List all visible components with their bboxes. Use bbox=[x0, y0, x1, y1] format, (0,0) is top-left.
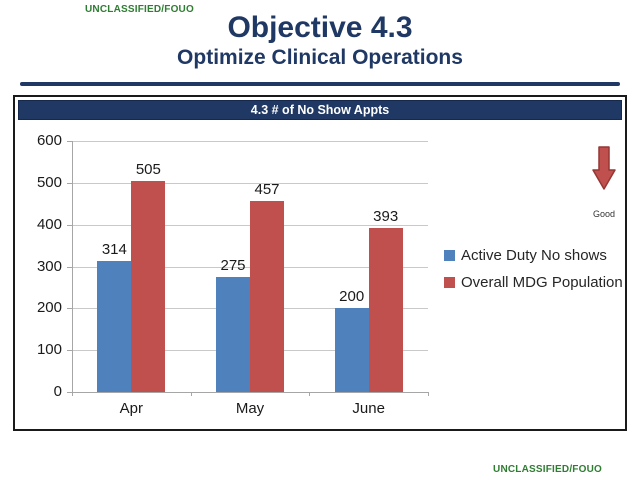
y-axis-tick-600 bbox=[67, 141, 72, 142]
bar-value-label-may-1: 457 bbox=[254, 180, 280, 198]
down-arrow-icon bbox=[592, 146, 616, 190]
legend-swatch bbox=[444, 250, 455, 261]
bar-value-label-apr-0: 314 bbox=[101, 240, 127, 258]
slide-subtitle: Optimize Clinical Operations bbox=[177, 46, 463, 69]
legend-label: Active Duty No shows bbox=[461, 247, 607, 264]
x-axis-tick-0 bbox=[72, 392, 73, 396]
x-axis-tick-1 bbox=[190, 392, 192, 396]
chart-panel-title: 4.3 # of No Show Appts bbox=[18, 100, 622, 120]
y-axis-label-500: 500 bbox=[36, 173, 62, 191]
y-axis-tick-100 bbox=[67, 350, 72, 352]
bar-active-duty-no-shows-may bbox=[216, 276, 250, 392]
y-axis-line bbox=[72, 141, 73, 392]
bar-active-duty-no-shows-june bbox=[334, 308, 369, 392]
chart-panel: 4.3 # of No Show Appts 0 100 200 300 400 500 6… bbox=[13, 95, 627, 431]
classification-banner-top: UNCLASSIFIED/FOUO bbox=[85, 4, 194, 15]
y-axis-label-200: 200 bbox=[36, 299, 62, 317]
bar-value-label-may-0: 275 bbox=[220, 256, 246, 274]
bar-overall-mdg-population-june bbox=[368, 227, 403, 392]
legend-item-active-duty-no-shows: Active Duty No shows bbox=[444, 247, 623, 264]
good-direction-annotation: Good bbox=[578, 146, 630, 219]
bar-value-label-june-1: 393 bbox=[373, 207, 399, 225]
chart-legend: Active Duty No shows Overall MDG Populati… bbox=[444, 247, 623, 301]
y-axis-label-300: 300 bbox=[36, 257, 62, 275]
good-label: Good bbox=[592, 209, 616, 219]
legend-swatch bbox=[444, 277, 455, 288]
bar-value-label-june-0: 200 bbox=[339, 288, 365, 306]
bar-chart: 0 100 200 300 400 500 600 Apr 314 505 May 275 457 Jun… bbox=[15, 97, 625, 429]
bar-value-label-apr-1: 505 bbox=[135, 160, 161, 178]
x-axis-line bbox=[68, 392, 428, 393]
y-axis-label-100: 100 bbox=[36, 341, 62, 359]
x-axis-label-may: May bbox=[235, 400, 265, 417]
y-axis-tick-200 bbox=[67, 308, 72, 310]
y-axis-tick-500 bbox=[67, 182, 72, 184]
y-axis-label-0: 0 bbox=[53, 383, 62, 400]
x-axis-label-apr: Apr bbox=[119, 400, 143, 417]
legend-item-overall-mdg-population: Overall MDG Population bbox=[444, 274, 623, 291]
bar-active-duty-no-shows-apr bbox=[97, 260, 132, 392]
title-divider-rule bbox=[20, 82, 620, 86]
y-axis-tick-300 bbox=[67, 266, 72, 268]
x-axis-tick-2 bbox=[309, 392, 311, 396]
legend-label: Overall MDG Population bbox=[461, 274, 623, 291]
x-axis-label-june: June bbox=[352, 400, 385, 417]
slide-title: Objective 4.3 bbox=[227, 11, 413, 44]
y-axis-label-400: 400 bbox=[36, 215, 62, 233]
bar-overall-mdg-population-may bbox=[250, 200, 284, 392]
gridline-500 bbox=[72, 182, 428, 184]
x-axis-tick-3 bbox=[428, 392, 429, 396]
y-axis-label-600: 600 bbox=[36, 132, 62, 149]
classification-banner-bottom: UNCLASSIFIED/FOUO bbox=[493, 464, 602, 475]
y-axis-tick-400 bbox=[67, 224, 72, 226]
gridline-600 bbox=[72, 141, 428, 142]
bar-overall-mdg-population-apr bbox=[131, 180, 166, 392]
